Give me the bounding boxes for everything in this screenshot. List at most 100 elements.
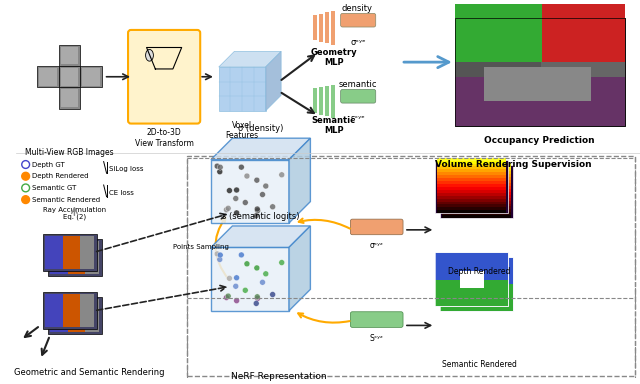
Bar [442, 186, 511, 189]
Bar [465, 276, 489, 293]
FancyBboxPatch shape [61, 68, 78, 86]
Circle shape [217, 169, 223, 175]
Circle shape [239, 164, 244, 170]
Text: σ (density): σ (density) [238, 124, 284, 133]
Bar [63, 236, 80, 269]
Circle shape [214, 163, 220, 169]
Polygon shape [211, 226, 310, 247]
Polygon shape [211, 138, 310, 160]
Bar [437, 184, 506, 187]
Circle shape [243, 200, 248, 205]
Bar [435, 252, 508, 306]
Polygon shape [219, 67, 266, 111]
Circle shape [254, 265, 260, 271]
Bar [440, 257, 513, 311]
Circle shape [269, 291, 276, 298]
FancyBboxPatch shape [455, 18, 541, 126]
Circle shape [263, 183, 269, 189]
FancyBboxPatch shape [39, 68, 57, 86]
Circle shape [217, 257, 223, 262]
Text: Semantic Rendered: Semantic Rendered [442, 360, 516, 369]
Circle shape [255, 208, 260, 214]
Circle shape [22, 184, 29, 192]
FancyBboxPatch shape [340, 89, 376, 103]
Circle shape [254, 177, 260, 183]
Text: density: density [342, 4, 372, 13]
FancyArrowPatch shape [298, 313, 349, 323]
Polygon shape [289, 138, 310, 223]
Text: Depth Rendered: Depth Rendered [33, 173, 89, 179]
Circle shape [218, 252, 223, 258]
Circle shape [254, 206, 260, 212]
Text: Semantic
MLP: Semantic MLP [312, 116, 356, 135]
Bar [85, 299, 99, 332]
Bar [435, 160, 508, 213]
Text: Semantic Rendered: Semantic Rendered [33, 197, 100, 203]
Circle shape [234, 275, 239, 281]
Bar [435, 252, 508, 306]
FancyBboxPatch shape [455, 3, 543, 62]
Bar [442, 215, 511, 218]
FancyBboxPatch shape [455, 18, 625, 126]
Bar [80, 294, 94, 328]
Bar [442, 195, 511, 198]
Bar [442, 162, 511, 166]
Circle shape [243, 287, 248, 293]
Circle shape [253, 213, 259, 218]
Polygon shape [266, 51, 281, 111]
FancyBboxPatch shape [80, 66, 102, 88]
FancyBboxPatch shape [37, 66, 59, 88]
Bar [442, 204, 511, 207]
Bar [437, 169, 506, 172]
Bar [437, 181, 506, 184]
Bar [437, 205, 506, 207]
Circle shape [234, 187, 239, 193]
Polygon shape [211, 247, 289, 311]
Text: Depth Rendered: Depth Rendered [448, 267, 510, 276]
Bar [442, 177, 511, 180]
Bar [44, 292, 97, 329]
Text: CE loss: CE loss [109, 190, 133, 196]
Bar [319, 14, 323, 41]
Bar [442, 212, 511, 215]
Bar [437, 178, 506, 181]
Bar [50, 299, 68, 332]
Bar [442, 189, 511, 192]
Circle shape [227, 188, 232, 194]
Circle shape [239, 252, 244, 258]
FancyBboxPatch shape [61, 46, 78, 64]
Circle shape [260, 192, 266, 197]
Bar [85, 241, 99, 274]
Bar [45, 294, 63, 328]
Text: sˣʸᵉ: sˣʸᵉ [351, 114, 365, 123]
Bar [442, 166, 511, 169]
Text: σˣʸᵉ: σˣʸᵉ [350, 38, 366, 47]
Circle shape [22, 196, 29, 204]
Text: Geometry
MLP: Geometry MLP [310, 48, 357, 67]
Text: Volume Rendering Supervision: Volume Rendering Supervision [435, 160, 591, 169]
Circle shape [22, 161, 29, 169]
Text: semantic: semantic [339, 80, 378, 89]
FancyBboxPatch shape [543, 3, 625, 62]
Bar [437, 207, 506, 210]
Bar [63, 294, 80, 328]
Text: Multi-View RGB Images: Multi-View RGB Images [25, 148, 114, 157]
Bar [314, 15, 317, 40]
FancyBboxPatch shape [59, 66, 80, 88]
Polygon shape [219, 51, 281, 67]
Text: Occupancy Prediction: Occupancy Prediction [484, 136, 595, 145]
Bar [442, 198, 511, 200]
Bar [437, 190, 506, 193]
Circle shape [22, 172, 29, 180]
Bar [331, 12, 335, 45]
Bar [435, 280, 508, 306]
Text: Ray Accumulation
Eq. (2): Ray Accumulation Eq. (2) [43, 207, 106, 220]
Bar [68, 241, 85, 274]
Bar [437, 161, 506, 164]
Polygon shape [289, 226, 310, 311]
Bar [48, 297, 102, 334]
Bar [460, 271, 484, 288]
FancyBboxPatch shape [59, 88, 80, 109]
Bar [440, 285, 513, 311]
Bar [50, 241, 68, 274]
